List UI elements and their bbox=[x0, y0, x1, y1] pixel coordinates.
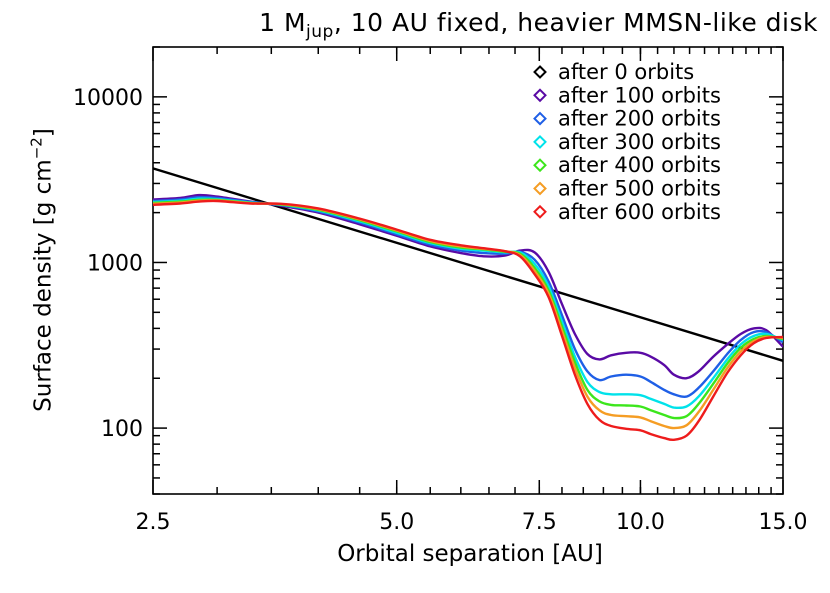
x-tick-label: 15.0 bbox=[759, 510, 808, 535]
legend-marker-6 bbox=[533, 204, 547, 219]
y-tick-label: 1000 bbox=[87, 251, 143, 276]
x-tick-label: 2.5 bbox=[136, 510, 171, 535]
series-line-4 bbox=[153, 198, 783, 420]
legend-label-6: after 600 orbits bbox=[558, 200, 721, 224]
legend-marker-5 bbox=[533, 181, 547, 196]
legend-label-2: after 200 orbits bbox=[558, 107, 721, 131]
legend-marker-3 bbox=[533, 134, 547, 149]
title-suffix: , 10 AU fixed, heavier MMSN-like disk bbox=[333, 8, 818, 37]
series-line-2 bbox=[153, 195, 783, 399]
series-line-0 bbox=[153, 167, 783, 362]
legend-marker-1 bbox=[533, 88, 547, 103]
legend-label-0: after 0 orbits bbox=[558, 60, 694, 84]
series-line-5 bbox=[153, 199, 783, 430]
x-tick-label: 7.5 bbox=[522, 510, 557, 535]
legend-marker-0 bbox=[533, 65, 547, 79]
legend-marker-4 bbox=[533, 158, 547, 173]
series-line-6 bbox=[153, 199, 783, 442]
legend-label-3: after 300 orbits bbox=[558, 130, 721, 154]
title-prefix: 1 M bbox=[259, 8, 307, 37]
legend-marker-2 bbox=[533, 111, 547, 126]
legend-label-1: after 100 orbits bbox=[558, 83, 721, 107]
x-axis-label: Orbital separation [AU] bbox=[337, 541, 603, 567]
title-subscript: jup bbox=[306, 22, 334, 42]
legend-label-4: after 400 orbits bbox=[558, 153, 721, 177]
x-tick-label: 10.0 bbox=[616, 510, 665, 535]
legend-label-5: after 500 orbits bbox=[558, 177, 721, 201]
y-tick-label: 10000 bbox=[73, 86, 143, 111]
chart-title: 1 Mjup, 10 AU fixed, heavier MMSN-like d… bbox=[0, 8, 830, 42]
x-tick-label: 5.0 bbox=[379, 510, 414, 535]
y-tick-label: 100 bbox=[101, 417, 143, 442]
